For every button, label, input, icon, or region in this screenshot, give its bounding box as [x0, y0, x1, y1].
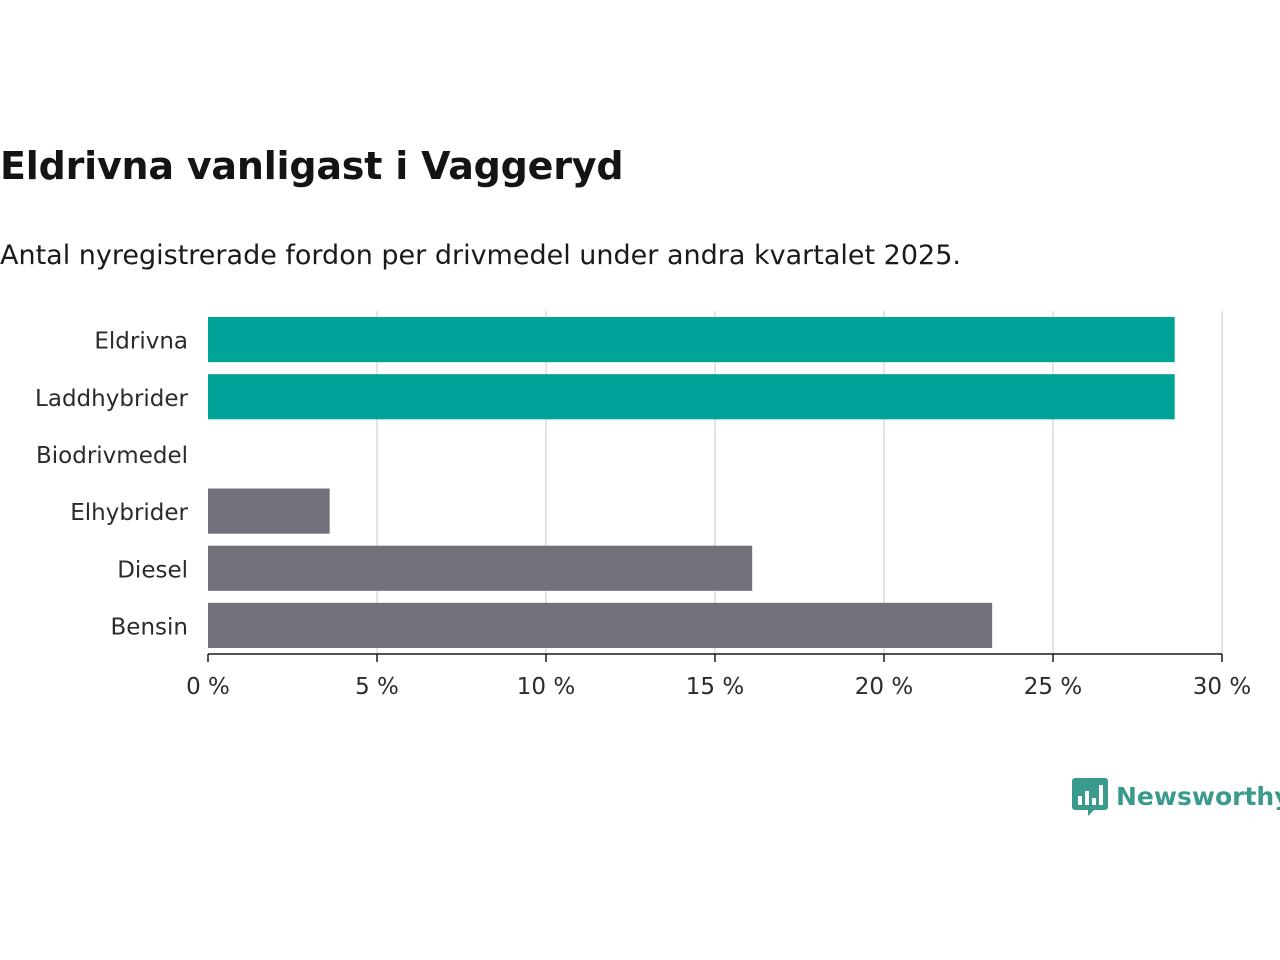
newsworthy-logo: Newsworthy	[1072, 776, 1280, 816]
bar-bensin	[208, 602, 993, 648]
category-label: Elhybrider	[70, 500, 188, 526]
x-tick-label: 0 %	[186, 674, 230, 700]
bar-laddhybrider	[208, 374, 1175, 420]
chart-subtitle: Antal nyregistrerade fordon per drivmede…	[0, 240, 961, 271]
bar-diesel	[208, 545, 753, 591]
logo-text: Newsworthy	[1116, 781, 1280, 811]
category-label: Eldrivna	[94, 329, 188, 355]
category-label: Biodrivmedel	[36, 443, 188, 469]
grid-lines	[376, 311, 1223, 654]
category-labels: Eldrivna Laddhybrider Biodrivmedel Elhybrid…	[35, 329, 188, 641]
x-tick-label: 10 %	[517, 674, 575, 700]
x-tick-label: 30 %	[1193, 674, 1251, 700]
category-label: Diesel	[117, 557, 188, 583]
x-tick-label: 5 %	[355, 674, 399, 700]
x-tick-label: 20 %	[855, 674, 913, 700]
x-tick-label: 15 %	[686, 674, 744, 700]
category-label: Bensin	[111, 614, 188, 640]
bars	[208, 317, 1175, 648]
bar-eldrivna	[208, 317, 1175, 363]
bar-chart-speech-bubble-icon	[1072, 778, 1108, 816]
chart-title: Eldrivna vanligast i Vaggeryd	[0, 144, 624, 188]
x-axis: 0 % 5 % 10 % 15 % 20 % 25 % 30 %	[186, 653, 1251, 700]
x-tick-label: 25 %	[1024, 674, 1082, 700]
bar-elhybrider	[208, 488, 330, 534]
category-label: Laddhybrider	[35, 386, 188, 412]
